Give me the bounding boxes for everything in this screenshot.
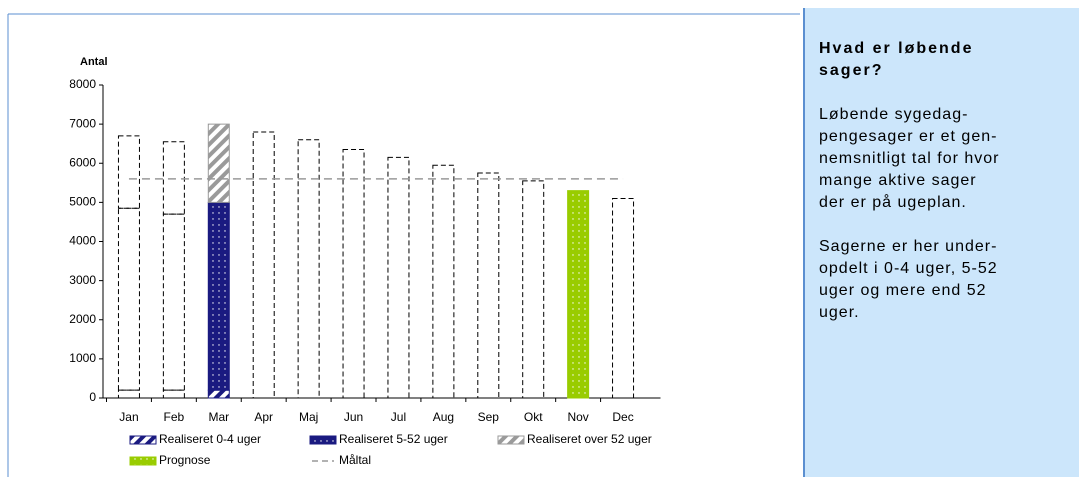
x-tick-label: Sep — [478, 410, 500, 424]
bar — [162, 141, 185, 215]
x-tick-label: Feb — [164, 410, 185, 424]
title-line: sager? — [819, 62, 884, 79]
y-tick-label: 2000 — [69, 312, 96, 326]
y-tick-label: 7000 — [69, 116, 96, 130]
chart: Antal 0 1000 2000 3000 4000 5000 6000 7000 8000 J… — [7, 13, 800, 477]
text-line: uger og mere end 52 — [819, 282, 987, 299]
text-line: der er på ugeplan. — [819, 194, 967, 211]
bar — [207, 389, 230, 399]
y-axis-label: Antal — [80, 56, 108, 68]
legend-label: Realiseret 0-4 uger — [159, 432, 261, 446]
legend-label: Realiseret over 52 uger — [527, 432, 652, 446]
legend-swatch — [497, 435, 525, 445]
x-tick-label: Jan — [119, 410, 138, 424]
x-tick-label: Apr — [254, 410, 273, 424]
paragraph: Sagerne er her under-opdelt i 0-4 uger, … — [819, 236, 1065, 324]
bar — [207, 201, 230, 391]
bar — [342, 149, 365, 399]
bar — [117, 135, 140, 209]
y-tick-label: 0 — [89, 390, 96, 404]
bar — [162, 213, 185, 391]
bar — [297, 139, 320, 399]
text-line: uger. — [819, 304, 860, 321]
legend-label: Realiseret 5-52 uger — [339, 432, 448, 446]
x-tick-label: Jun — [344, 410, 363, 424]
y-tick-label: 4000 — [69, 234, 96, 248]
y-tick-label: 3000 — [69, 273, 96, 287]
bar — [117, 389, 140, 399]
legend-swatch — [129, 435, 157, 445]
text-line: pengesager er et gen- — [819, 128, 998, 145]
text-line: opdelt i 0-4 uger, 5-52 — [819, 260, 998, 277]
bar — [522, 180, 545, 399]
bar — [162, 389, 185, 399]
text-line: Sagerne er her under- — [819, 238, 998, 255]
bar — [387, 156, 410, 399]
legend-swatch — [309, 435, 337, 445]
legend-label: Prognose — [159, 453, 211, 467]
info-panel: Hvad er løbende sager? Løbende sygedag-pen… — [803, 8, 1079, 477]
y-tick-label: 6000 — [69, 155, 96, 169]
bar — [117, 207, 140, 391]
text-line: Løbende sygedag- — [819, 106, 969, 123]
x-tick-label: Dec — [612, 410, 633, 424]
bar — [567, 190, 590, 399]
text-line: mange aktive sager — [819, 172, 977, 189]
x-tick-label: Okt — [524, 410, 543, 424]
paragraph: Løbende sygedag-pengesager er et gen-nem… — [819, 104, 1065, 214]
x-tick-label: Jul — [391, 410, 406, 424]
title-line: Hvad er løbende — [819, 40, 974, 57]
y-tick-label: 8000 — [69, 77, 96, 91]
y-tick-label: 1000 — [69, 351, 96, 365]
legend-label: Måltal — [339, 453, 371, 467]
x-tick-label: Mar — [208, 410, 229, 424]
panel-title: Hvad er løbende sager? — [819, 38, 1065, 82]
legend-swatch — [129, 456, 157, 466]
bar — [432, 164, 455, 399]
x-tick-label: Maj — [299, 410, 318, 424]
y-tick-label: 5000 — [69, 195, 96, 209]
bar — [207, 123, 230, 203]
bar — [477, 172, 500, 399]
bar — [612, 197, 635, 399]
x-tick-label: Aug — [433, 410, 454, 424]
text-line: nemsnitligt tal for hvor — [819, 150, 1000, 167]
x-tick-label: Nov — [567, 410, 588, 424]
bar — [252, 131, 275, 399]
